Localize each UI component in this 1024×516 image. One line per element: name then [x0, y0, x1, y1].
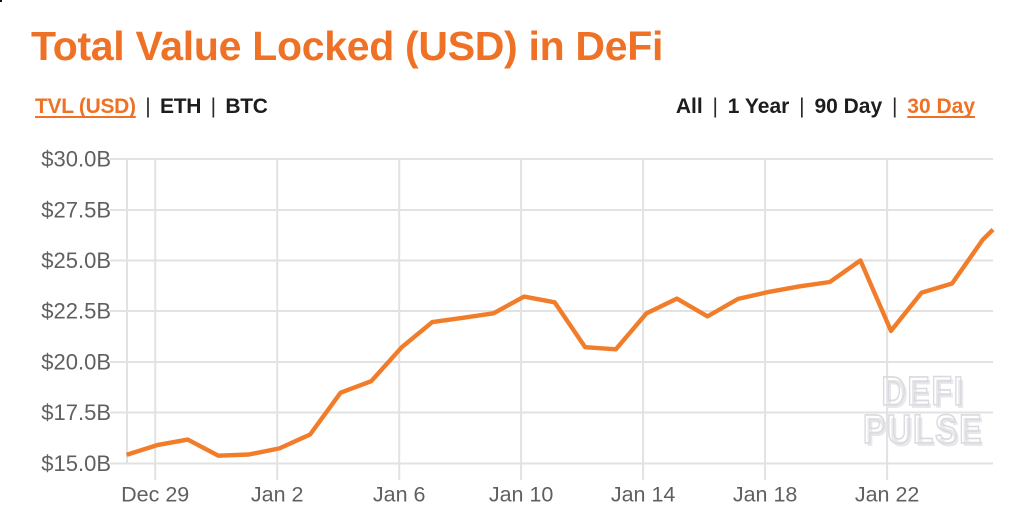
svg-text:Jan 18: Jan 18 [733, 483, 798, 507]
svg-text:$22.5B: $22.5B [41, 299, 111, 324]
svg-text:$15.0B: $15.0B [41, 451, 111, 476]
svg-text:$17.5B: $17.5B [41, 400, 111, 425]
svg-text:$20.0B: $20.0B [41, 350, 111, 375]
svg-text:$30.0B: $30.0B [41, 147, 111, 172]
svg-text:Jan 6: Jan 6 [373, 483, 426, 507]
svg-text:Jan 14: Jan 14 [611, 483, 676, 507]
svg-text:Jan 10: Jan 10 [489, 483, 554, 507]
svg-text:$25.0B: $25.0B [41, 248, 111, 273]
svg-text:Dec 29: Dec 29 [121, 483, 189, 507]
svg-text:Jan 22: Jan 22 [855, 483, 920, 507]
svg-text:$27.5B: $27.5B [41, 198, 111, 223]
svg-text:Jan 2: Jan 2 [251, 483, 304, 507]
